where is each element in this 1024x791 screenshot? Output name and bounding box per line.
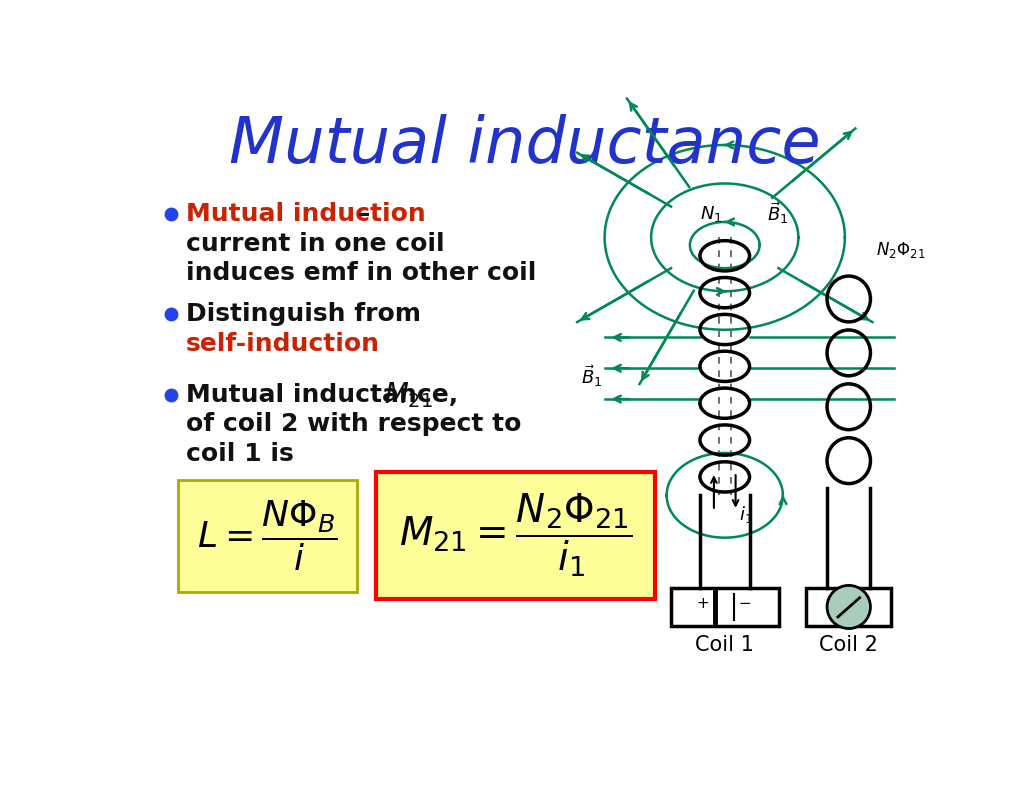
Text: –: – xyxy=(349,202,371,226)
Bar xyxy=(376,472,655,600)
Text: $N_2\Phi_{21}$: $N_2\Phi_{21}$ xyxy=(876,240,926,260)
Text: Distinguish from: Distinguish from xyxy=(186,302,421,327)
Text: Mutual inductance: Mutual inductance xyxy=(229,114,820,176)
Text: $M_{21} = \dfrac{N_2\Phi_{21}}{i_1}$: $M_{21} = \dfrac{N_2\Phi_{21}}{i_1}$ xyxy=(399,491,632,579)
Text: Mutual inductance,: Mutual inductance, xyxy=(186,383,467,407)
Text: coil 1 is: coil 1 is xyxy=(186,441,294,466)
Text: induces emf in other coil: induces emf in other coil xyxy=(186,261,537,285)
Text: $L = \dfrac{N\Phi_B}{i}$: $L = \dfrac{N\Phi_B}{i}$ xyxy=(198,498,338,573)
Bar xyxy=(671,588,779,626)
Text: $N_1$: $N_1$ xyxy=(699,203,722,224)
Text: of coil 2 with respect to: of coil 2 with respect to xyxy=(186,412,521,437)
Text: current in one coil: current in one coil xyxy=(186,232,444,255)
Text: $\mathit{M}_{21}$: $\mathit{M}_{21}$ xyxy=(384,380,433,410)
Text: Mutual induction: Mutual induction xyxy=(186,202,426,226)
Circle shape xyxy=(827,585,870,629)
Text: +: + xyxy=(696,596,710,611)
Bar xyxy=(806,588,891,626)
Text: self-induction: self-induction xyxy=(186,331,380,356)
Text: −: − xyxy=(738,596,752,611)
Text: Coil 2: Coil 2 xyxy=(819,635,879,656)
Text: $\vec{B}_1$: $\vec{B}_1$ xyxy=(767,200,788,225)
Text: $\vec{B}_1$: $\vec{B}_1$ xyxy=(581,363,602,389)
Text: Coil 1: Coil 1 xyxy=(695,635,755,656)
Bar xyxy=(178,480,356,592)
Text: $i_1$: $i_1$ xyxy=(738,504,753,525)
